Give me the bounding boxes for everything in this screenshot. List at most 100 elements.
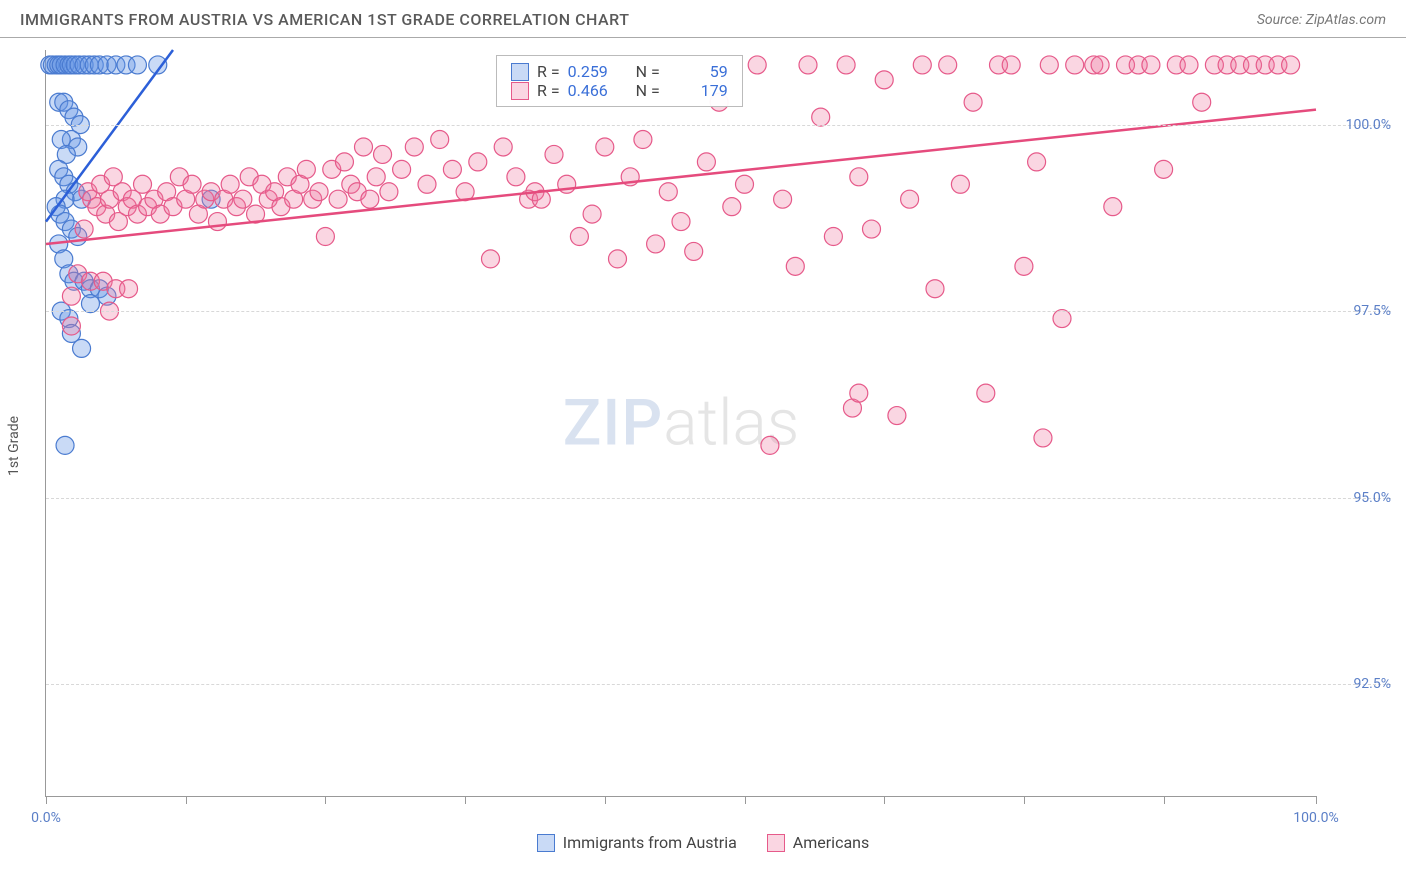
data-point	[128, 56, 146, 74]
data-point	[120, 280, 138, 298]
data-point	[1015, 257, 1033, 275]
data-point	[596, 138, 614, 156]
data-point	[786, 257, 804, 275]
data-point	[507, 168, 525, 186]
data-point	[634, 131, 652, 149]
data-point	[1155, 160, 1173, 178]
stats-legend-row: R =0.466N =179	[511, 81, 728, 100]
data-point	[62, 287, 80, 305]
data-point	[964, 93, 982, 111]
legend-label: Americans	[793, 833, 869, 852]
data-point	[812, 108, 830, 126]
data-point	[431, 131, 449, 149]
data-point	[1142, 56, 1160, 74]
stat-n-label: N =	[636, 62, 660, 81]
xtick	[46, 796, 47, 804]
data-point	[761, 436, 779, 454]
data-point	[380, 183, 398, 201]
data-point	[393, 160, 411, 178]
data-point	[469, 153, 487, 171]
xtick	[465, 796, 466, 804]
data-point	[685, 242, 703, 260]
chart-header: IMMIGRANTS FROM AUSTRIA VS AMERICAN 1ST …	[0, 0, 1406, 38]
data-point	[374, 145, 392, 163]
xtick	[186, 796, 187, 804]
data-point	[570, 228, 588, 246]
xtick	[1164, 796, 1165, 804]
data-point	[208, 213, 226, 231]
data-point	[183, 175, 201, 193]
legend-swatch	[537, 834, 555, 852]
data-point	[62, 317, 80, 335]
data-point	[850, 168, 868, 186]
legend-swatch	[767, 834, 785, 852]
data-point	[418, 175, 436, 193]
ytick-label: 92.5%	[1321, 676, 1391, 692]
gridline	[46, 125, 1391, 126]
legend-label: Immigrants from Austria	[563, 833, 737, 852]
gridline	[46, 684, 1391, 685]
data-point	[297, 160, 315, 178]
data-point	[1034, 429, 1052, 447]
data-point	[837, 56, 855, 74]
legend-swatch	[511, 63, 529, 81]
ytick-label: 97.5%	[1321, 303, 1391, 319]
data-point	[494, 138, 512, 156]
data-point	[774, 190, 792, 208]
data-point	[939, 56, 957, 74]
bottom-legend: Immigrants from Austria Americans	[0, 833, 1406, 852]
data-point	[1091, 56, 1109, 74]
data-point	[329, 190, 347, 208]
data-point	[748, 56, 766, 74]
stats-legend: R =0.259N =59R =0.466N =179	[496, 55, 743, 107]
data-point	[1066, 56, 1084, 74]
data-point	[316, 228, 334, 246]
data-point	[850, 384, 868, 402]
data-point	[1040, 56, 1058, 74]
data-point	[134, 175, 152, 193]
xtick-label: 100.0%	[1293, 810, 1338, 826]
data-point	[913, 56, 931, 74]
data-point	[736, 175, 754, 193]
data-point	[723, 198, 741, 216]
stat-r-value: 0.466	[568, 81, 628, 100]
data-point	[310, 183, 328, 201]
data-point	[355, 138, 373, 156]
data-point	[799, 56, 817, 74]
xtick	[605, 796, 606, 804]
chart-source: Source: ZipAtlas.com	[1257, 12, 1386, 28]
data-point	[1104, 198, 1122, 216]
data-point	[672, 213, 690, 231]
data-point	[824, 228, 842, 246]
data-point	[901, 190, 919, 208]
data-point	[221, 175, 239, 193]
data-point	[951, 175, 969, 193]
data-point	[73, 339, 91, 357]
data-point	[81, 295, 99, 313]
xtick	[1316, 796, 1317, 804]
stat-r-label: R =	[537, 62, 560, 81]
stat-r-label: R =	[537, 81, 560, 100]
data-point	[697, 153, 715, 171]
data-point	[405, 138, 423, 156]
xtick	[884, 796, 885, 804]
data-point	[234, 190, 252, 208]
stat-n-value: 59	[668, 62, 728, 81]
plot-area: ZIPatlas R =0.259N =59R =0.466N =179 92.…	[45, 50, 1316, 797]
ytick-label: 100.0%	[1321, 117, 1391, 133]
stat-n-value: 179	[668, 81, 728, 100]
data-point	[367, 168, 385, 186]
data-point	[443, 160, 461, 178]
ytick-label: 95.0%	[1321, 490, 1391, 506]
data-point	[1028, 153, 1046, 171]
stat-r-value: 0.259	[568, 62, 628, 81]
gridline	[46, 311, 1391, 312]
legend-swatch	[511, 82, 529, 100]
data-point	[361, 190, 379, 208]
data-point	[482, 250, 500, 268]
data-point	[1053, 310, 1071, 328]
data-point	[545, 145, 563, 163]
data-point	[647, 235, 665, 253]
data-point	[583, 205, 601, 223]
gridline	[46, 498, 1391, 499]
